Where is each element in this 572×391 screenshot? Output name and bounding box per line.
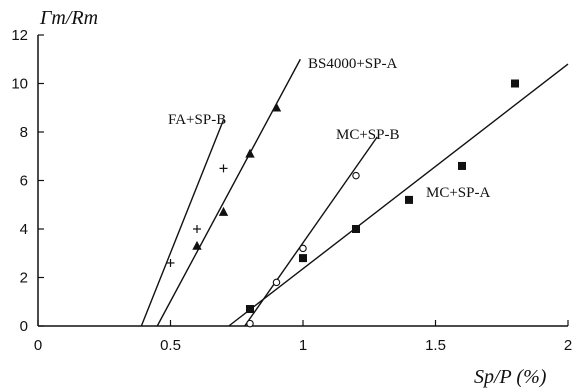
y-tick-label-4: 4 (20, 221, 28, 238)
point-mc-sp-b-1 (246, 319, 254, 328)
point-bs4000-sp-a-3 (245, 148, 255, 158)
x-tick-label-2: 2 (564, 337, 572, 354)
point-mc-sp-a-4 (404, 195, 413, 204)
point-fa-sp-b-2 (193, 225, 201, 233)
series-label-fa-sp-b: FA+SP-B (168, 112, 226, 128)
series-label-mc-sp-b: MC+SP-B (336, 127, 400, 143)
point-mc-sp-b-2 (272, 278, 281, 287)
point-bs4000-sp-a-1 (192, 240, 202, 250)
y-tick-label-12: 12 (11, 27, 28, 44)
x-axis-title: Sp/P (%) (474, 366, 547, 388)
fit-line-mc-sp-a (228, 63, 569, 327)
point-fa-sp-b-3 (219, 164, 228, 173)
y-tick-label-6: 6 (20, 173, 28, 190)
point-mc-sp-a-6 (510, 79, 519, 88)
point-mc-sp-b-3 (299, 244, 307, 253)
x-tick-label-1: 1 (299, 337, 307, 354)
fit-line-mc-sp-b (244, 136, 378, 327)
x-tick-label-0: 0 (34, 337, 42, 354)
point-mc-sp-a-1 (245, 305, 254, 314)
series-label-mc-sp-a: MC+SP-A (426, 185, 490, 201)
points-layer (166, 79, 519, 328)
point-mc-sp-a-2 (298, 254, 307, 263)
series-labels-layer: FA+SP-B BS4000+SP-A MC+SP-B MC+SP-A (168, 56, 490, 201)
point-mc-sp-a-5 (457, 161, 466, 170)
point-mc-sp-b-4 (352, 171, 360, 180)
y-tick-label-2: 2 (20, 270, 28, 287)
fit-line-bs4000-sp-a (156, 58, 301, 327)
fit-line-fa-sp-b (140, 119, 225, 327)
y-tick-label-8: 8 (20, 124, 28, 141)
point-bs4000-sp-a-4 (271, 102, 282, 112)
fit-lines-layer (140, 58, 569, 327)
point-mc-sp-a-3 (351, 224, 360, 233)
y-tick-label-10: 10 (11, 76, 28, 93)
ticks-layer: 0 0.5 1 1.5 2 0 2 4 6 8 10 12 (11, 27, 572, 354)
point-bs4000-sp-a-2 (218, 206, 229, 216)
x-tick-label-0-5: 0.5 (160, 337, 181, 354)
y-tick-label-0: 0 (20, 318, 28, 335)
point-fa-sp-b-1 (166, 258, 175, 267)
y-axis-title: Γm/Rm (39, 7, 98, 29)
x-tick-label-1-5: 1.5 (425, 337, 446, 354)
series-label-bs4000-sp-a: BS4000+SP-A (308, 56, 397, 72)
